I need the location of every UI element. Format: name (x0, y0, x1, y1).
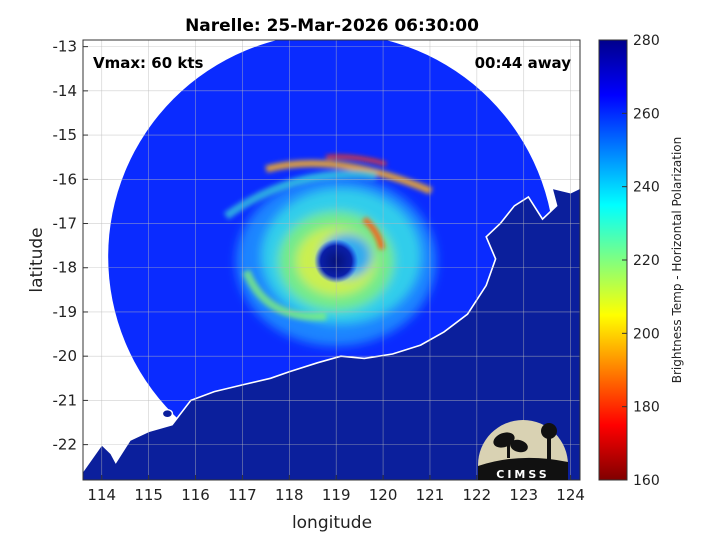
colorbar-tick-label: 200 (633, 326, 660, 342)
land-mass (83, 188, 580, 480)
x-tick-label: 117 (228, 486, 257, 504)
logo-tower-leg (547, 437, 551, 462)
y-tick-label: -21 (53, 391, 78, 409)
colorbar-tick-label: 160 (633, 473, 660, 489)
x-tick-label: 120 (369, 486, 398, 504)
eyewall-core (362, 216, 386, 250)
south-band (242, 269, 327, 321)
grid-lines (83, 40, 580, 480)
north-band-core (326, 154, 387, 167)
x-tick-label: 119 (322, 486, 351, 504)
y-tick-label: -14 (53, 82, 78, 100)
x-tick-label: 123 (509, 486, 538, 504)
vmax-annotation: Vmax: 60 kts (93, 54, 203, 72)
x-tick-label: 124 (556, 486, 585, 504)
y-tick-label: -13 (53, 38, 78, 56)
time-away-annotation: 00:44 away (475, 54, 572, 72)
x-tick-label: 116 (181, 486, 210, 504)
north-band (265, 160, 433, 195)
x-tick-label: 122 (463, 486, 492, 504)
swath-layer (83, 40, 580, 480)
colorbar-tick-label: 220 (633, 253, 660, 269)
colorbar-tick-label: 260 (633, 106, 660, 122)
logo-tower-top (541, 423, 557, 439)
logo-text: CIMSS (496, 468, 549, 481)
colorbar-tick-label: 240 (633, 180, 660, 196)
y-tick-label: -15 (53, 126, 78, 144)
colorbar-label: Brightness Temp - Horizontal Polarizatio… (670, 137, 684, 384)
x-tick-label: 115 (134, 486, 163, 504)
y-tick-label: -19 (53, 303, 78, 321)
x-axis-ticks: 114 115 116 117 118 119 120 121 122 123 124 (87, 475, 585, 504)
chart-title: Narelle: 25-Mar-2026 06:30:00 (185, 16, 479, 36)
colorbar-tick-label: 180 (633, 400, 660, 416)
y-tick-label: -18 (53, 259, 78, 277)
colorbar-ticks: 280 260 240 220 200 180 160 (622, 33, 660, 489)
x-axis-label: longitude (292, 513, 372, 533)
axes-frame (82, 39, 581, 481)
logo-dish-stand (507, 443, 510, 458)
y-axis-ticks: -13 -14 -15 -16 -17 -18 -19 -20 -21 -22 (53, 38, 88, 454)
rainband-detail (223, 154, 433, 321)
y-tick-label: -20 (53, 347, 78, 365)
cimss-logo: CIMSS (478, 420, 568, 481)
x-tick-label: 121 (416, 486, 445, 504)
logo-ground (478, 457, 568, 480)
y-tick-label: -16 (53, 170, 78, 188)
island (161, 408, 174, 419)
y-tick-label: -22 (53, 436, 78, 454)
x-tick-label: 118 (275, 486, 304, 504)
logo-dish-2 (510, 439, 528, 453)
y-tick-label: -17 (53, 215, 78, 233)
colorbar-tick-label: 280 (633, 33, 660, 49)
x-tick-label: 114 (87, 486, 116, 504)
y-axis-label: latitude (27, 227, 47, 292)
